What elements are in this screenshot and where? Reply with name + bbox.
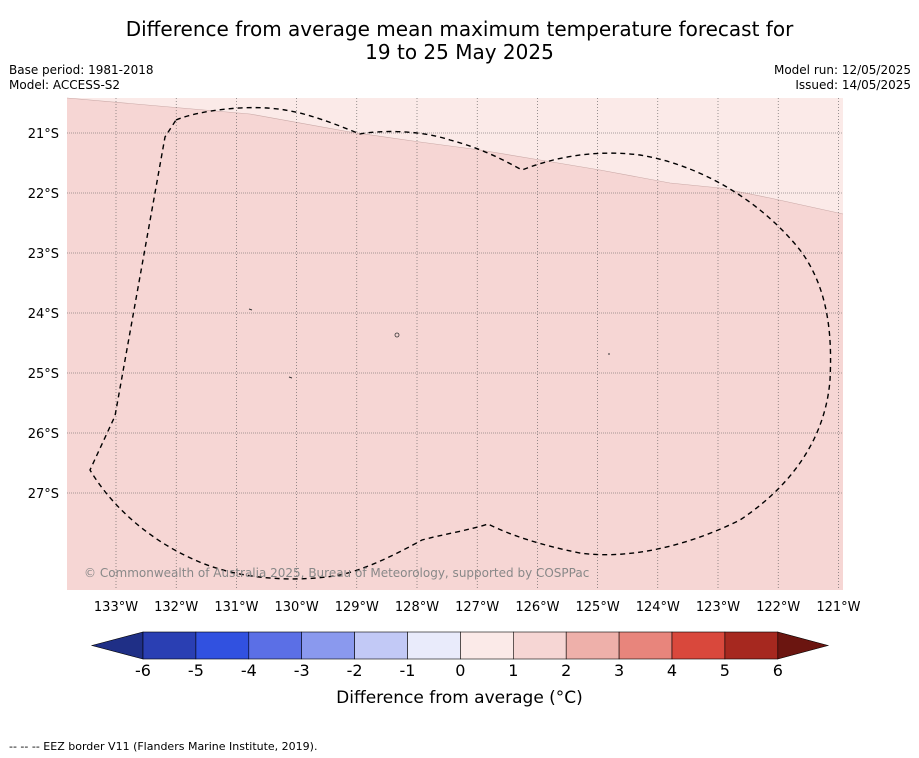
latitude-label: 24°S bbox=[28, 307, 59, 322]
latitude-label: 25°S bbox=[28, 367, 59, 382]
map-area: © Commonwealth of Australia 2025, Bureau… bbox=[66, 97, 844, 590]
colorbar-segment bbox=[248, 631, 303, 660]
colorbar-segment bbox=[724, 631, 779, 660]
longitude-gridlines bbox=[115, 98, 839, 590]
latitude-label: 23°S bbox=[28, 247, 59, 262]
colorbar-segment bbox=[460, 631, 514, 660]
colorbar-arrow-high bbox=[777, 631, 830, 660]
colorbar-tick-label: -3 bbox=[294, 661, 310, 680]
colorbar-tick-label: -6 bbox=[135, 661, 151, 680]
longitude-label: 133°W bbox=[94, 600, 138, 615]
latitude-gridlines bbox=[67, 132, 843, 494]
copyright-text: © Commonwealth of Australia 2025, Bureau… bbox=[84, 566, 589, 580]
colorbar-segment bbox=[618, 631, 673, 660]
band-boundary bbox=[66, 97, 844, 215]
longitude-label: 127°W bbox=[455, 600, 499, 615]
colorbar-tick-label: 6 bbox=[773, 661, 783, 680]
latitude-labels: 21°S 22°S 23°S 24°S 25°S 26°S 27°S bbox=[28, 127, 59, 502]
colorbar-tick-label: -1 bbox=[400, 661, 416, 680]
anomaly-band-0-1 bbox=[67, 98, 843, 214]
colorbar-tick-label: 2 bbox=[561, 661, 571, 680]
colorbar-tick-label: 1 bbox=[508, 661, 518, 680]
island-mark bbox=[394, 332, 400, 338]
colorbar-tick-label: 4 bbox=[667, 661, 677, 680]
island-mark bbox=[288, 376, 293, 379]
longitude-label: 125°W bbox=[576, 600, 620, 615]
longitude-label: 123°W bbox=[696, 600, 740, 615]
longitude-label: 130°W bbox=[275, 600, 319, 615]
meta-left: Base period: 1981-2018 Model: ACCESS-S2 bbox=[9, 63, 154, 93]
colorbar-tick-label: 5 bbox=[720, 661, 730, 680]
colorbar-tick-label: 3 bbox=[614, 661, 624, 680]
colorbar-segment bbox=[301, 631, 355, 660]
longitude-label: 128°W bbox=[395, 600, 439, 615]
latitude-label: 27°S bbox=[28, 487, 59, 502]
model-name: Model: ACCESS-S2 bbox=[9, 78, 121, 92]
issued-date: Issued: 14/05/2025 bbox=[795, 78, 911, 92]
latitude-label: 21°S bbox=[28, 127, 59, 142]
eez-border bbox=[89, 106, 832, 580]
longitude-label: 121°W bbox=[816, 600, 860, 615]
longitude-label: 124°W bbox=[636, 600, 680, 615]
colorbar-arrow-low bbox=[90, 631, 144, 660]
title-line-2: 19 to 25 May 2025 bbox=[365, 40, 554, 64]
longitude-label: 132°W bbox=[154, 600, 198, 615]
colorbar-label: Difference from average (°C) bbox=[336, 688, 583, 708]
model-run: Model run: 12/05/2025 bbox=[773, 63, 911, 77]
colorbar-segment bbox=[407, 631, 461, 660]
longitude-label: 126°W bbox=[515, 600, 559, 615]
latitude-label: 26°S bbox=[28, 427, 59, 442]
colorbar-segment bbox=[354, 631, 408, 660]
colorbar-tick-label: -2 bbox=[347, 661, 363, 680]
longitude-label: 129°W bbox=[335, 600, 379, 615]
map-title: Difference from average mean maximum tem… bbox=[0, 18, 919, 64]
longitude-label: 122°W bbox=[756, 600, 800, 615]
base-period: Base period: 1981-2018 bbox=[9, 63, 154, 77]
colorbar-ticks: -6 -5 -4 -3 -2 -1 0 1 2 3 4 5 6 bbox=[135, 661, 783, 680]
colorbar-tick-label: -5 bbox=[188, 661, 204, 680]
colorbar bbox=[90, 631, 830, 660]
eez-legend-footer: -- -- -- EEZ border V11 (Flanders Marine… bbox=[9, 740, 318, 753]
island-mark bbox=[248, 308, 253, 311]
longitude-labels: 133°W 132°W 131°W 130°W 129°W 128°W 127°W 126°W… bbox=[94, 600, 861, 615]
colorbar-segment bbox=[565, 631, 620, 660]
title-line-1: Difference from average mean maximum tem… bbox=[125, 17, 794, 41]
colorbar-segment bbox=[671, 631, 726, 660]
colorbar-tick-label: -4 bbox=[241, 661, 257, 680]
colorbar-segment bbox=[142, 631, 197, 660]
colorbar-segment bbox=[195, 631, 250, 660]
meta-right: Model run: 12/05/2025 Issued: 14/05/2025 bbox=[774, 63, 911, 93]
longitude-label: 131°W bbox=[214, 600, 258, 615]
latitude-label: 22°S bbox=[28, 187, 59, 202]
colorbar-segment bbox=[512, 631, 567, 660]
colorbar-tick-label: 0 bbox=[455, 661, 465, 680]
